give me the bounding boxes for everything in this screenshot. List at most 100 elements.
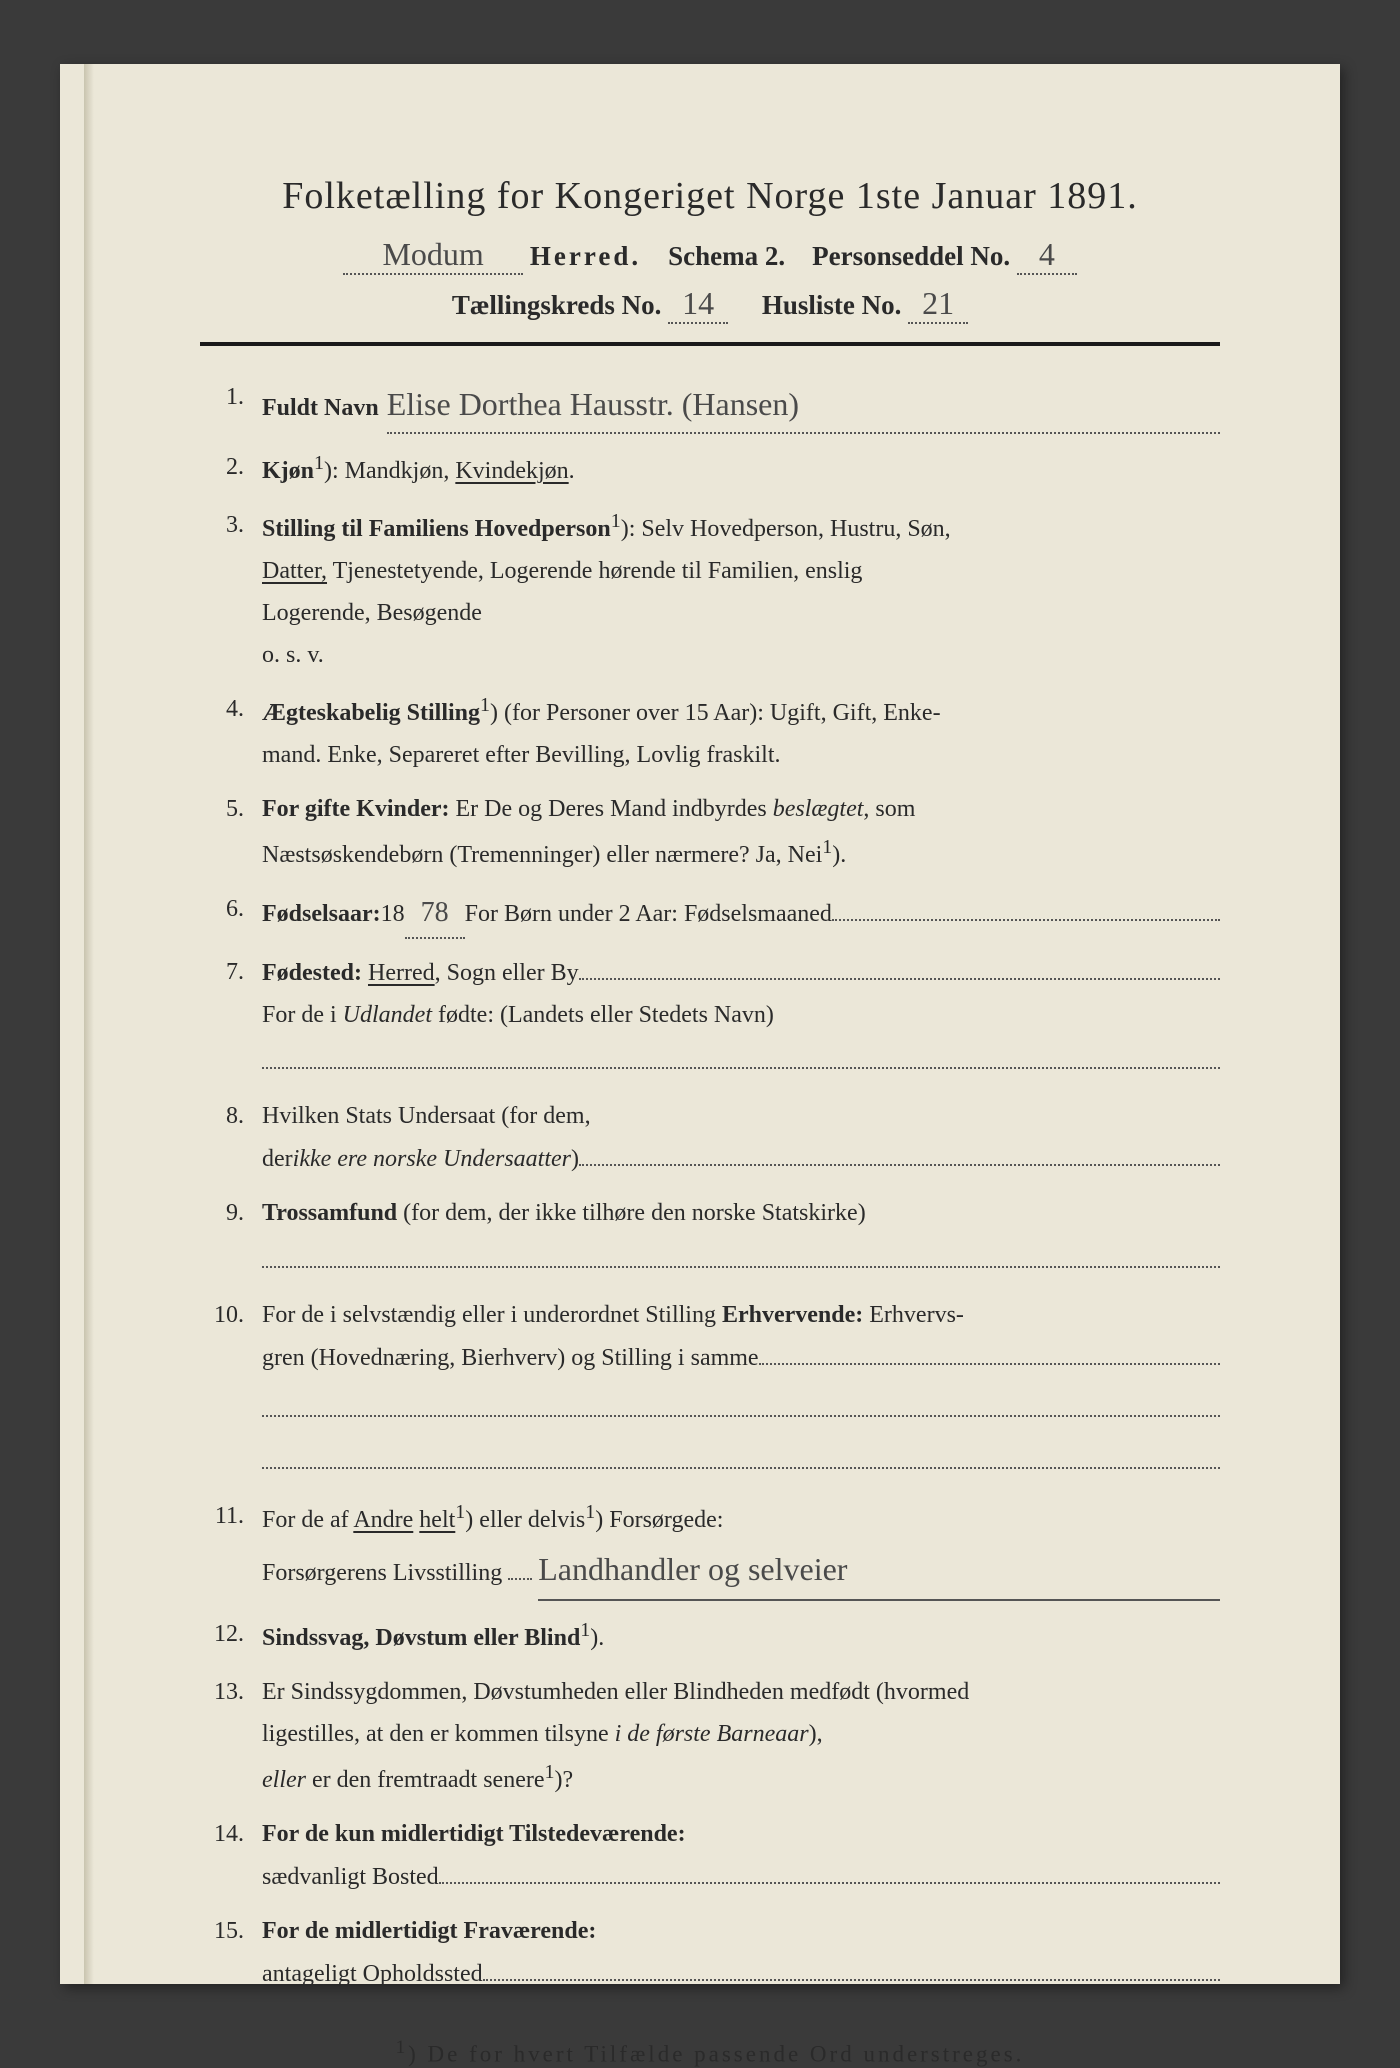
row-11: 11. For de af Andre helt1) eller delvis1…: [200, 1495, 1220, 1601]
form-title: Folketælling for Kongeriget Norge 1ste J…: [200, 174, 1220, 218]
text: .: [569, 458, 575, 484]
text: Hvilken Stats Undersaat (for dem,: [262, 1103, 591, 1129]
row-8: 8. Hvilken Stats Undersaat (for dem, der…: [200, 1095, 1220, 1180]
row-num: 6.: [200, 888, 262, 939]
row-15: 15. For de midlertidigt Fraværende: anta…: [200, 1910, 1220, 1995]
sup: 1: [396, 2037, 409, 2058]
label: Trossamfund: [262, 1200, 397, 1226]
text: )?: [555, 1767, 574, 1793]
row-field: Fuldt Navn Elise Dorthea Hausstr. (Hanse…: [262, 376, 1220, 434]
row-num: 14.: [200, 1813, 262, 1898]
row-num: 2.: [200, 446, 262, 492]
label: Kjøn: [262, 458, 314, 484]
row-field: Trossamfund (for dem, der ikke tilhøre d…: [262, 1192, 1220, 1282]
text: ).: [832, 842, 846, 868]
text: antageligt Opholdssted: [262, 1953, 483, 1995]
kreds-value: 14: [668, 285, 728, 324]
form-body: 1. Fuldt Navn Elise Dorthea Hausstr. (Ha…: [200, 376, 1220, 1995]
text: , som: [863, 796, 915, 822]
text: ligestilles, at den er kommen tilsyne: [262, 1721, 615, 1747]
em: i de første Barneaar: [615, 1721, 809, 1747]
bold: Erhvervende:: [722, 1302, 863, 1328]
sup: 1: [585, 1501, 595, 1523]
label: Fødested:: [262, 952, 362, 994]
census-form-page: Folketælling for Kongeriget Norge 1ste J…: [60, 64, 1340, 1984]
row-num: 10.: [200, 1294, 262, 1484]
text: ): Mandkjøn,: [324, 458, 455, 484]
text: Forsørgerens Livsstilling: [262, 1552, 502, 1594]
row-12: 12. Sindssvag, Døvstum eller Blind1).: [200, 1613, 1220, 1659]
row-9: 9. Trossamfund (for dem, der ikke tilhør…: [200, 1192, 1220, 1282]
row-num: 8.: [200, 1095, 262, 1180]
text: Er De og Deres Mand indbyrdes: [450, 796, 773, 822]
row-1: 1. Fuldt Navn Elise Dorthea Hausstr. (Ha…: [200, 376, 1220, 434]
text: Sindssvag, Døvstum eller Blind: [262, 1625, 580, 1651]
row-num: 15.: [200, 1910, 262, 1995]
label: Stilling til Familiens Hovedperson: [262, 516, 611, 542]
sup: 1: [314, 452, 324, 474]
fuldt-navn-value: Elise Dorthea Hausstr. (Hansen): [387, 376, 1220, 434]
text: ) (for Personer over 15 Aar): Ugift, Gif…: [490, 700, 941, 726]
husliste-label: Husliste No.: [762, 290, 902, 320]
text: For de midlertidigt Fraværende:: [262, 1918, 596, 1944]
text: Er Sindssygdommen, Døvstumheden eller Bl…: [262, 1679, 969, 1705]
row-num: 12.: [200, 1613, 262, 1659]
sup: 1: [545, 1761, 555, 1783]
row-2: 2. Kjøn1): Mandkjøn, Kvindekjøn.: [200, 446, 1220, 492]
und: helt: [419, 1507, 455, 1533]
header-rule: [200, 342, 1220, 346]
row-field: Kjøn1): Mandkjøn, Kvindekjøn.: [262, 446, 1220, 492]
sup: 1: [611, 510, 621, 532]
text: For de af: [262, 1507, 353, 1533]
label: Fuldt Navn: [262, 387, 379, 429]
herred-label: Herred.: [530, 241, 641, 271]
herred-underlined: Herred: [368, 952, 435, 994]
text: (for dem, der ikke tilhøre den norske St…: [397, 1200, 866, 1226]
row-field: Fødested: Herred, Sogn eller By For de i…: [262, 951, 1220, 1083]
datter-underlined: Datter,: [262, 558, 327, 584]
text: Logerende, Besøgende: [262, 600, 482, 626]
em: eller: [262, 1767, 306, 1793]
row-4: 4. Ægteskabelig Stilling1) (for Personer…: [200, 688, 1220, 776]
blank-line: [262, 1379, 1220, 1417]
row-10: 10. For de i selvstændig eller i underor…: [200, 1294, 1220, 1484]
blank-line: [483, 1952, 1220, 1981]
text: er den fremtraadt senere: [306, 1767, 545, 1793]
personseddel-label: Personseddel No.: [812, 241, 1010, 271]
em: beslægtet: [773, 796, 864, 822]
sup: 1: [580, 1619, 590, 1641]
sup: 1: [822, 836, 832, 858]
text: Næstsøskendebørn (Tremenninger) eller næ…: [262, 842, 822, 868]
text: , Sogn eller By: [435, 952, 579, 994]
sup: 1: [480, 694, 490, 716]
blank-line: [579, 951, 1220, 980]
row-num: 3.: [200, 504, 262, 676]
text: der: [262, 1138, 293, 1180]
kvindekjon-underlined: Kvindekjøn: [455, 458, 568, 484]
text: fødte: (Landets eller Stedets Navn): [432, 1002, 774, 1028]
kreds-line: Tællingskreds No. 14 Husliste No. 21: [200, 285, 1220, 324]
row-field: Hvilken Stats Undersaat (for dem, der ik…: [262, 1095, 1220, 1180]
form-header: Folketælling for Kongeriget Norge 1ste J…: [200, 174, 1220, 324]
herred-line: Modum Herred. Schema 2. Personseddel No.…: [200, 236, 1220, 275]
row-7: 7. Fødested: Herred, Sogn eller By For d…: [200, 951, 1220, 1083]
row-field: Stilling til Familiens Hovedperson1): Se…: [262, 504, 1220, 676]
row-13: 13. Er Sindssygdommen, Døvstumheden elle…: [200, 1671, 1220, 1801]
text: ): Selv Hovedperson, Hustru, Søn,: [621, 516, 951, 542]
text: ): [571, 1138, 579, 1180]
blank-line: [262, 1431, 1220, 1469]
row-num: 1.: [200, 376, 262, 434]
text: For de i selvstændig eller i underordnet…: [262, 1302, 722, 1328]
blank-line: [262, 1036, 1220, 1070]
row-num: 5.: [200, 788, 262, 876]
footnote: 1) De for hvert Tilfælde passende Ord un…: [200, 2037, 1220, 2068]
footnote-text: ) De for hvert Tilfælde passende Ord und…: [408, 2042, 1024, 2067]
row-field: Ægteskabelig Stilling1) (for Personer ov…: [262, 688, 1220, 776]
row-5: 5. For gifte Kvinder: Er De og Deres Man…: [200, 788, 1220, 876]
text: mand. Enke, Separeret efter Bevilling, L…: [262, 742, 781, 768]
und: Andre: [353, 1507, 413, 1533]
row-3: 3. Stilling til Familiens Hovedperson1):…: [200, 504, 1220, 676]
blank-line: [832, 892, 1220, 921]
blank-line: [439, 1855, 1220, 1884]
row-num: 9.: [200, 1192, 262, 1282]
